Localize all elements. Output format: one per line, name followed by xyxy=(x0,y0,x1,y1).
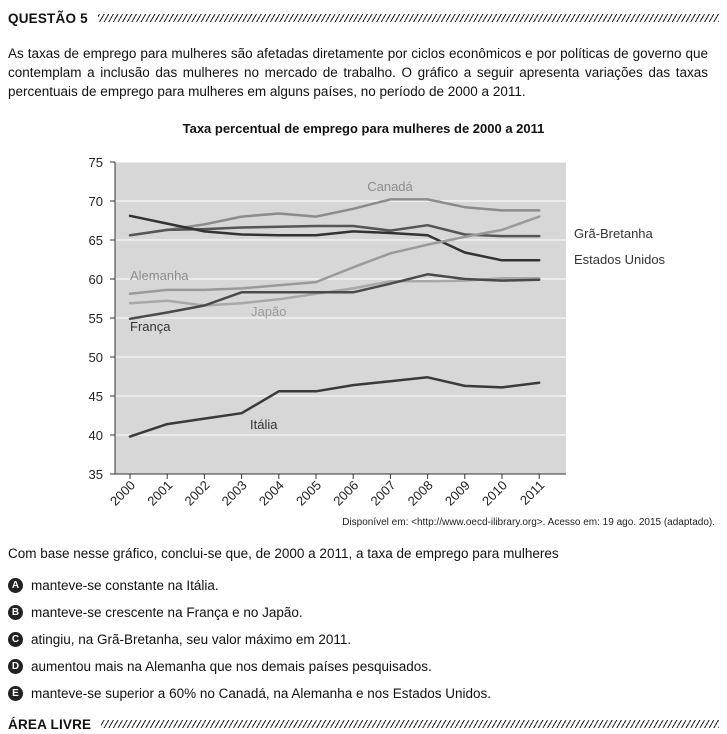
y-tick-label: 50 xyxy=(89,350,103,365)
hatch-rule xyxy=(101,720,719,728)
series-line-alemanha xyxy=(128,215,541,296)
label-canada: Canadá xyxy=(367,179,413,194)
label-gra-bretanha: Grã-Bretanha xyxy=(574,226,654,241)
option-text: manteve-se crescente na França e no Japã… xyxy=(31,605,303,620)
series-lines xyxy=(128,198,541,438)
x-tick-label: 2006 xyxy=(330,478,361,509)
option-text: atingiu, na Grã-Bretanha, seu valor máxi… xyxy=(31,632,352,647)
question-stem: Com base nesse gráfico, conclui-se que, … xyxy=(8,546,559,561)
x-tick-label: 2005 xyxy=(293,478,324,509)
option-letter-badge: E xyxy=(8,686,23,701)
chart-title: Taxa percentual de emprego para mulheres… xyxy=(182,121,545,136)
intro-paragraph: As taxas de emprego para mulheres são af… xyxy=(8,46,708,99)
footer-header: ÁREA LIVRE xyxy=(8,716,719,732)
x-tick-label: 2009 xyxy=(442,478,473,509)
x-axis: 2000 2001 2002 2003 2004 2005 2006 2007 2008 2009… xyxy=(107,473,566,509)
x-tick-label: 2008 xyxy=(405,478,436,509)
x-tick-label: 2000 xyxy=(107,478,138,509)
area-livre-label: ÁREA LIVRE xyxy=(8,716,92,732)
option-letter-badge: B xyxy=(8,605,23,620)
question-number: QUESTÃO 5 xyxy=(8,10,88,26)
question-header: QUESTÃO 5 xyxy=(8,10,719,26)
option-text: aumentou mais na Alemanha que nos demais… xyxy=(31,659,432,674)
label-alemanha: Alemanha xyxy=(130,268,189,283)
x-tick-label: 2001 xyxy=(144,478,175,509)
x-tick-label: 2004 xyxy=(256,478,287,509)
x-tick-label: 2003 xyxy=(219,478,250,509)
option-a[interactable]: A manteve-se constante na Itália. xyxy=(8,578,219,593)
x-tick-label: 2002 xyxy=(181,478,212,509)
hatch-rule xyxy=(97,14,719,22)
y-axis: 35 40 45 50 55 60 65 70 75 xyxy=(89,155,116,482)
y-tick-label: 70 xyxy=(89,194,103,209)
series-line-italia xyxy=(128,376,541,438)
label-franca: França xyxy=(130,319,171,334)
y-tick-label: 75 xyxy=(89,155,103,170)
option-text: manteve-se constante na Itália. xyxy=(31,578,219,593)
option-letter-badge: A xyxy=(8,578,23,593)
label-estados-unidos: Estados Unidos xyxy=(574,252,666,267)
option-e[interactable]: E manteve-se superior a 60% no Canadá, n… xyxy=(8,686,491,701)
option-text: manteve-se superior a 60% no Canadá, na … xyxy=(31,686,492,701)
x-tick-label: 2007 xyxy=(367,478,398,509)
source-citation: Disponível em: <http://www.oecd-ilibrary… xyxy=(342,517,715,528)
option-letter-badge: C xyxy=(8,632,23,647)
label-japao: Japão xyxy=(251,304,286,319)
y-tick-label: 55 xyxy=(89,311,103,326)
x-tick-label: 2011 xyxy=(517,478,547,508)
y-tick-label: 45 xyxy=(89,389,103,404)
series-labels: Canadá Grã-Bretanha Estados Unidos Alema… xyxy=(130,179,666,432)
series-line-franca xyxy=(128,273,541,321)
option-c[interactable]: C atingiu, na Grã-Bretanha, seu valor má… xyxy=(8,632,351,647)
label-italia: Itália xyxy=(250,417,278,432)
x-tick-label: 2010 xyxy=(479,478,510,509)
y-tick-label: 35 xyxy=(89,467,103,482)
y-tick-label: 60 xyxy=(89,272,103,287)
option-d[interactable]: D aumentou mais na Alemanha que nos dema… xyxy=(8,659,432,674)
option-b[interactable]: B manteve-se crescente na França e no Ja… xyxy=(8,605,303,620)
y-tick-label: 40 xyxy=(89,428,103,443)
series-line-estados-unidos xyxy=(128,214,541,262)
y-tick-label: 65 xyxy=(89,233,103,248)
series-line-canada xyxy=(128,198,541,237)
option-letter-badge: D xyxy=(8,659,23,674)
